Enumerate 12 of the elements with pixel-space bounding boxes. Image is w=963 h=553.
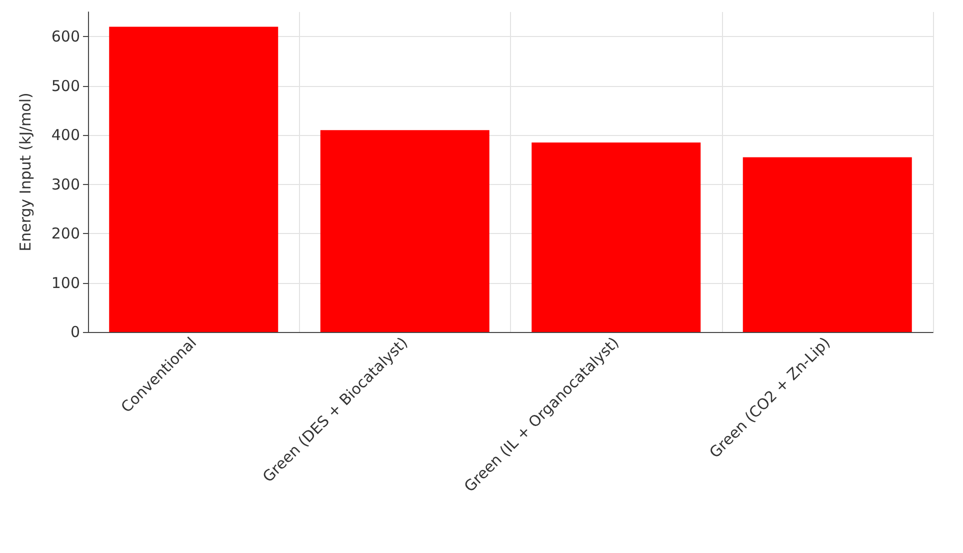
y-tick-label: 100: [51, 274, 80, 292]
y-tick-label: 0: [70, 323, 80, 341]
bar: [532, 142, 701, 332]
y-tick-label: 600: [51, 28, 80, 46]
bar: [109, 26, 278, 332]
y-tick-label: 300: [51, 175, 80, 194]
y-tick-label: 500: [51, 76, 80, 95]
y-axis-title: Energy Input (kJ/mol): [16, 92, 34, 252]
y-tick-label: 400: [51, 126, 80, 144]
bar: [742, 157, 912, 332]
bar: [320, 130, 490, 332]
y-tick-label: 200: [51, 224, 80, 243]
